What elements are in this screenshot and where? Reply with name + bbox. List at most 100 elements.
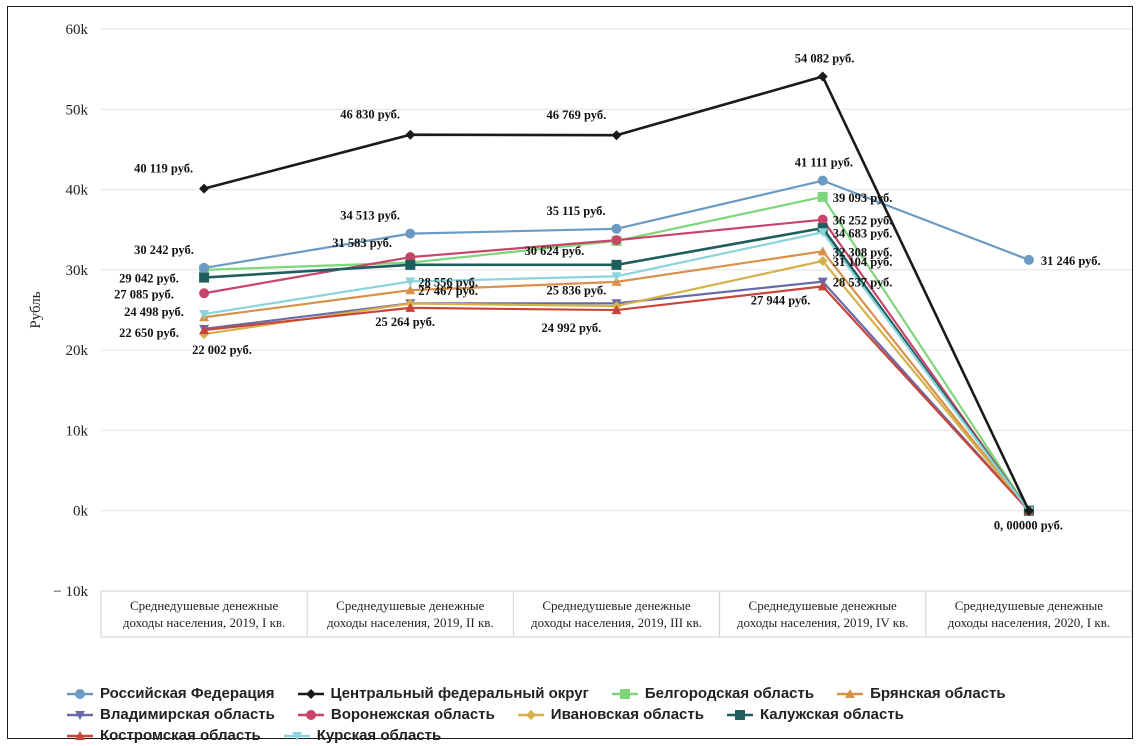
x-tick-label: Среднедушевые денежные доходы населения, … [531,598,702,630]
data-point [611,276,622,286]
x-tick-label: Среднедушевые денежные доходы населения, … [737,598,909,630]
data-point [817,191,828,202]
legend-label: Владимирская область [100,706,275,723]
legend-marker [525,709,536,720]
legend-label: Калужская область [759,706,904,723]
legend-item[interactable]: Воронежская область [297,706,495,723]
data-label: 24 498 руб. [124,305,184,319]
data-point [611,272,622,282]
data-label: 31 246 руб. [1041,254,1101,268]
data-point [611,305,622,315]
legend-item[interactable]: Калужская область [726,706,904,723]
series-line [203,250,1030,512]
legend-label: Воронежская область [330,706,495,723]
legend-swatch-icon [297,709,324,720]
data-label: 54 082 руб. [795,52,855,66]
series-line [204,226,1030,512]
data-point [611,235,622,246]
data-point [817,281,828,291]
data-point [199,325,210,335]
data-point [405,277,416,287]
data-label: 29 042 руб. [119,272,179,286]
data-point [817,246,828,256]
data-point [817,71,828,82]
data-label: 24 992 руб. [542,321,602,335]
data-point [199,262,210,273]
legend-swatch-icon [297,688,324,699]
legend-marker [75,688,85,699]
legend-item[interactable]: Курская область [283,727,441,744]
series-1 [199,71,1034,516]
data-point [405,259,416,270]
data-label: 46 769 руб. [547,108,607,122]
data-point [199,272,210,283]
legend-marker [734,709,745,720]
y-tick-label: 40k [66,183,89,199]
data-point [405,285,416,295]
data-label: 22 002 руб. [192,343,252,357]
data-label: 39 093 руб. [833,191,893,205]
data-label: 27 085 руб. [114,287,174,301]
data-point [405,129,416,140]
legend-label: Российская Федерация [100,685,275,702]
legend-label: Ивановская область [550,706,704,723]
series-line [203,285,1030,512]
x-tick-label: Среднедушевые денежные доходы населения, … [327,598,494,630]
data-point [1023,254,1034,265]
legend-item[interactable]: Российская Федерация [66,685,275,702]
legend-label: Костромская область [100,727,261,744]
legend-label: Белгородская область [644,685,815,702]
y-tick-label: 30k [66,263,89,279]
legend-item[interactable]: Ивановская область [517,706,704,723]
data-label: 34 513 руб. [340,209,400,223]
series-7 [199,223,1034,516]
legend-swatch-icon [67,688,93,699]
legend-item[interactable]: Центральный федеральный округ [297,685,589,702]
legend-swatch-icon [837,688,864,698]
legend-marker [75,710,85,720]
line-chart: − 10k 0k 10k 20k 30k 40k 50k 60k Среднедушевые д… [28,22,1132,638]
data-label: 30 624 руб. [525,244,585,258]
y-tick-label: 50k [66,102,89,118]
legend-swatch-icon [517,709,544,720]
data-label: 36 252 руб. [833,214,893,228]
legend-item[interactable]: Костромская область [66,727,261,744]
data-point [611,130,622,141]
legend-row: Костромская область Курская область [66,725,1136,746]
data-point [611,223,622,234]
legend-marker [291,731,302,741]
data-point [199,310,210,320]
data-point [199,288,210,299]
legend-item[interactable]: Владимирская область [66,706,275,723]
data-point [405,302,416,312]
y-tick-label: − 10k [53,584,88,600]
x-tick-label: Среднедушевые денежные доходы населения, … [123,598,285,630]
data-point [817,175,828,186]
legend-item[interactable]: Белгородская область [611,685,814,702]
legend-label: Брянская область [870,685,1006,702]
y-axis-title: Рубль [28,291,44,328]
legend-marker [619,688,630,699]
data-label: 35 115 руб. [547,204,606,218]
legend-swatch-icon [67,730,93,740]
data-point [405,252,416,263]
legend-row: Владимирская область Воронежская область И… [66,704,1136,725]
legend-marker [75,730,85,740]
data-label: 25 836 руб. [547,283,607,297]
data-label: 27 467 руб. [418,284,478,298]
legend-swatch-icon [726,709,753,720]
data-label: 40 119 руб. [134,162,193,176]
data-point [1023,505,1034,516]
data-point [817,228,828,238]
legend: Российская Федерация Центральный федераль… [66,683,1136,746]
legend-label: Курская область [316,727,442,744]
y-tick-label: 20k [66,343,89,359]
data-label: 32 308 руб. [833,245,893,259]
data-label: 22 650 руб. [119,326,179,340]
legend-item[interactable]: Брянская область [836,685,1006,702]
series-0 [199,175,1034,273]
series-line [203,259,1030,512]
data-point [817,214,828,225]
data-point [405,228,416,239]
data-label: 28 537 руб. [833,276,893,290]
